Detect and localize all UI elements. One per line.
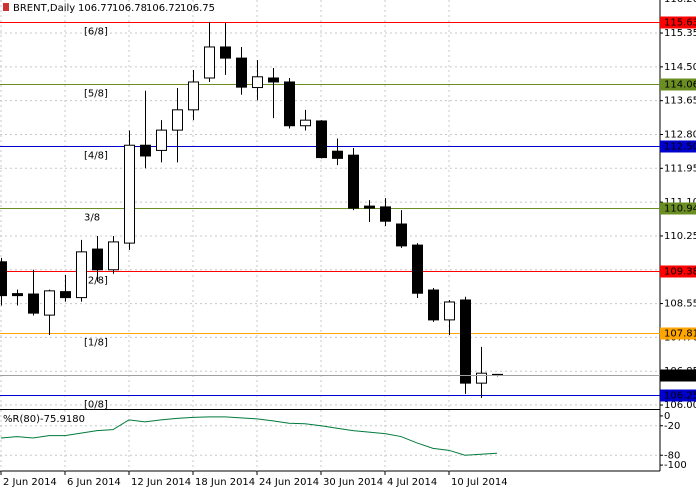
candle-body	[0, 261, 7, 297]
candle-body	[364, 205, 375, 209]
candle-body	[44, 290, 55, 316]
y-tick-label: -20	[664, 421, 680, 432]
candle-body	[204, 46, 215, 79]
level-name: [1/8]	[84, 338, 108, 349]
x-tick-label: 12 Jun 2014	[131, 477, 191, 488]
level-value-label: 115.63	[664, 18, 696, 29]
candle-body	[156, 129, 167, 151]
candle-body	[60, 291, 71, 299]
candle-body	[332, 150, 343, 159]
candle-body	[252, 76, 263, 89]
candle-body	[316, 120, 327, 159]
level-value-label: 114.06	[664, 80, 696, 91]
y-tick-label: -80	[664, 450, 680, 461]
candle-body	[380, 206, 391, 222]
level-name: 3/8	[84, 213, 100, 224]
level-value-box	[660, 389, 696, 402]
x-tick-label: 18 Jun 2014	[195, 477, 255, 488]
candle-body	[412, 244, 423, 294]
candle-body	[124, 144, 135, 244]
candle-body	[444, 301, 455, 321]
level-value-label: 112.50	[664, 142, 696, 153]
chart-title: BRENT,Daily	[13, 3, 75, 14]
level-value-box	[660, 16, 696, 29]
level-value-box	[660, 327, 696, 340]
level-name: [4/8]	[84, 151, 108, 162]
current-price-box	[660, 369, 696, 382]
indicator-value: -75.9180	[40, 414, 85, 425]
candle-body	[188, 81, 199, 111]
level-value-box	[660, 202, 696, 215]
candle-body	[220, 46, 231, 59]
y-tick-label: 116.20	[664, 0, 696, 5]
level-name: [0/8]	[84, 400, 108, 411]
candle-body	[348, 154, 359, 209]
candle-body	[140, 144, 151, 157]
x-tick-label: 2 Jun 2014	[3, 477, 57, 488]
level-value-label: 109.38	[664, 267, 696, 278]
level-value-label: 107.81	[664, 329, 696, 340]
x-tick-label: 4 Jul 2014	[387, 477, 437, 488]
level-value-box	[660, 265, 696, 278]
ohlc-value: 106.78	[112, 3, 147, 14]
y-tick-label: 114.50	[664, 62, 696, 73]
candle-body	[28, 293, 39, 314]
level-name: [5/8]	[84, 89, 108, 100]
candle-body	[300, 119, 311, 127]
y-tick-label: 111.95	[664, 163, 696, 174]
candle-body	[428, 289, 439, 321]
x-tick-label: 6 Jun 2014	[67, 477, 121, 488]
indicator-title: %R(80)	[3, 414, 40, 425]
y-tick-label: 108.55	[664, 299, 696, 310]
x-tick-label: 30 Jun 2014	[323, 477, 383, 488]
y-tick-label: 106.00	[664, 400, 696, 411]
level-value-box	[660, 78, 696, 91]
y-tick-label: 113.65	[664, 96, 696, 107]
y-tick-label: 112.80	[664, 129, 696, 140]
ohlc-value: 106.77	[78, 3, 113, 14]
x-tick-label: 24 Jun 2014	[259, 477, 319, 488]
current-price-label: 106.75	[664, 371, 696, 382]
level-name: [6/8]	[84, 27, 108, 38]
ohlc-value: 106.75	[180, 3, 215, 14]
y-tick-label: 0	[664, 411, 670, 422]
candle-body	[76, 251, 87, 299]
y-tick-label: 115.35	[664, 28, 696, 39]
candle-body	[172, 109, 183, 131]
ohlc-value: 106.72	[146, 3, 181, 14]
candle-body	[284, 81, 295, 127]
level-value-label: 110.94	[664, 204, 696, 215]
level-value-box	[660, 140, 696, 153]
level-name: [2/8]	[84, 276, 108, 287]
candle-body	[476, 372, 487, 384]
level-value-label: 106.25	[664, 391, 696, 402]
candle-body	[12, 293, 23, 297]
candle-body	[92, 248, 103, 271]
symbol-icon	[3, 3, 9, 11]
candle-body	[108, 241, 119, 271]
candle-body	[268, 77, 279, 83]
y-tick-label: -100	[664, 460, 687, 471]
indicator-line	[0, 416, 498, 456]
candle-body	[396, 223, 407, 247]
x-tick-label: 10 Jul 2014	[451, 477, 508, 488]
candle-body	[236, 57, 247, 88]
y-tick-label: 110.25	[664, 231, 696, 242]
candle-body	[460, 299, 471, 384]
